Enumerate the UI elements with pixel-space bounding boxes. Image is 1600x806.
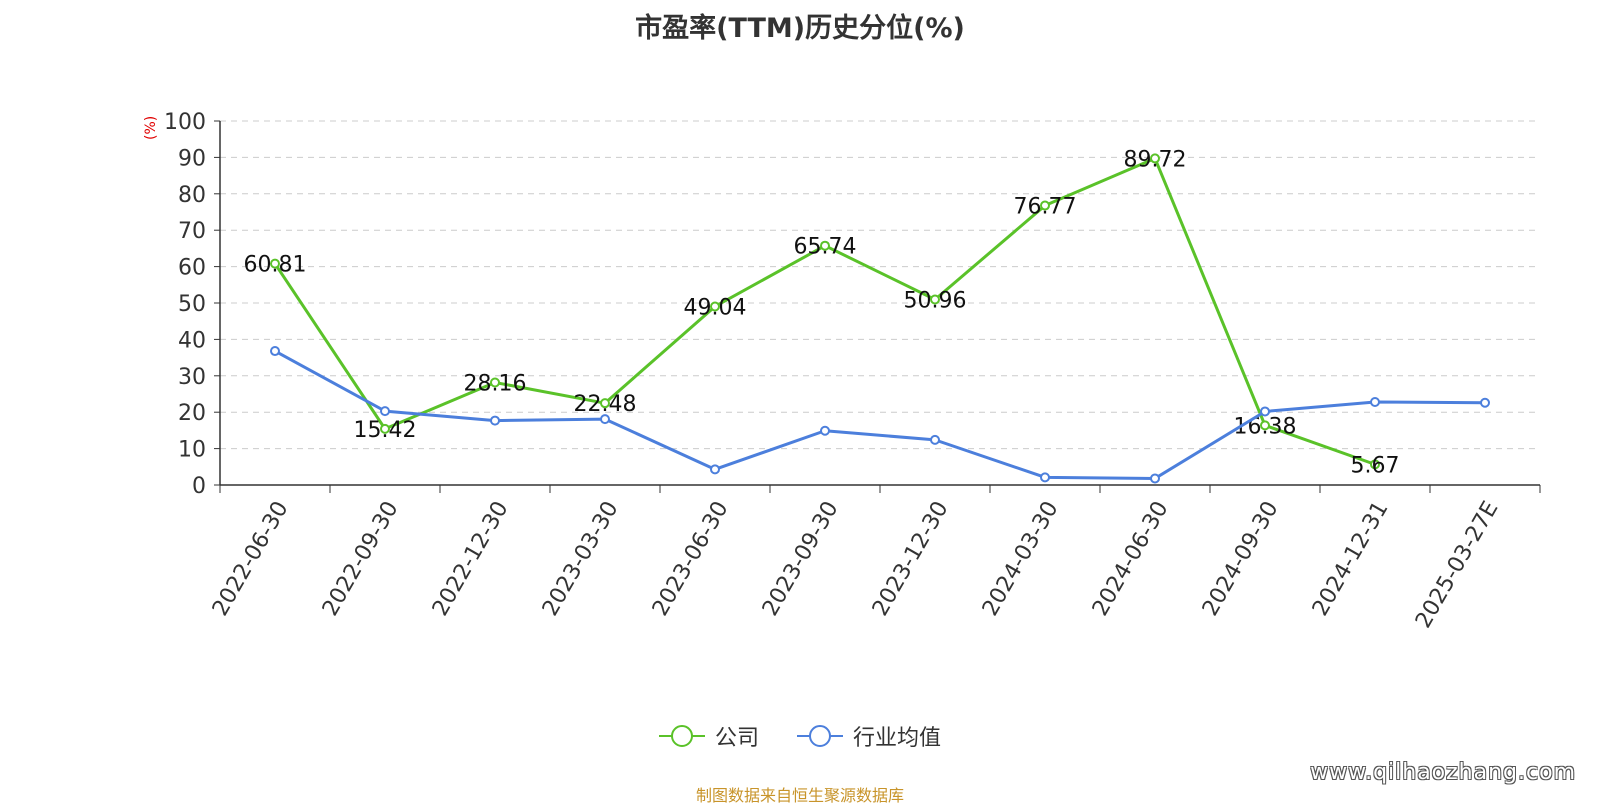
data-point	[1370, 459, 1380, 470]
legend-label: 行业均值	[853, 726, 942, 751]
data-point	[710, 301, 720, 312]
data-label: 60.81	[244, 253, 307, 278]
data-label: 22.48	[574, 392, 637, 417]
data-point	[270, 258, 280, 269]
data-point	[490, 415, 500, 426]
y-axis-unit: (%)	[143, 115, 159, 140]
data-label: 65.74	[794, 235, 857, 260]
data-point	[1260, 406, 1270, 417]
data-point	[820, 240, 830, 251]
data-point	[380, 423, 390, 434]
data-label: 16.38	[1234, 414, 1297, 439]
data-point	[1370, 397, 1380, 408]
data-point	[820, 425, 830, 436]
data-point	[1480, 397, 1490, 408]
x-tick-label: 2022-12-30	[428, 497, 514, 620]
legend-item-0[interactable]: 公司	[658, 720, 759, 752]
data-point	[930, 294, 940, 305]
data-point	[1150, 473, 1160, 484]
data-point	[930, 434, 940, 445]
data-point	[380, 406, 390, 417]
y-tick-label: 60	[178, 256, 206, 281]
watermark: www.qilhaozhang.com	[1310, 760, 1576, 785]
data-point	[1150, 153, 1160, 164]
data-point	[1040, 472, 1050, 483]
data-label: 5.67	[1351, 453, 1400, 478]
x-tick-label: 2023-06-30	[648, 497, 734, 620]
data-point	[490, 377, 500, 388]
y-tick-label: 50	[178, 292, 206, 317]
y-tick-label: 10	[178, 438, 206, 463]
y-tick-label: 70	[178, 219, 206, 244]
y-tick-label: 40	[178, 328, 206, 353]
legend-marker-icon	[797, 724, 843, 748]
y-tick-label: 100	[164, 110, 206, 135]
y-tick-label: 80	[178, 183, 206, 208]
x-tick-label: 2025-03-27E	[1411, 497, 1504, 632]
x-tick-label: 2022-09-30	[318, 497, 404, 620]
legend-item-1[interactable]: 行业均值	[797, 720, 941, 752]
legend-label: 公司	[714, 726, 759, 751]
data-label: 28.16	[464, 371, 527, 396]
data-label: 15.42	[354, 418, 417, 443]
data-label: 49.04	[684, 295, 747, 320]
y-tick-label: 0	[192, 474, 206, 499]
x-tick-label: 2024-12-31	[1308, 497, 1394, 620]
data-point	[600, 398, 610, 409]
chart-title: 市盈率(TTM)历史分位(%)	[635, 13, 965, 44]
x-tick-label: 2024-03-30	[978, 497, 1064, 620]
source-note: 制图数据来自恒生聚源数据库	[695, 786, 904, 805]
x-tick-label: 2024-09-30	[1198, 497, 1284, 620]
x-tick-label: 2023-12-30	[868, 497, 954, 620]
data-point	[1040, 200, 1050, 211]
y-tick-label: 30	[178, 365, 206, 390]
legend-marker-icon	[658, 724, 705, 748]
data-label: 89.72	[1124, 147, 1187, 172]
series-line-0	[273, 156, 1376, 466]
y-tick-label: 20	[178, 401, 206, 426]
data-point	[710, 464, 720, 475]
y-tick-label: 90	[178, 146, 206, 171]
data-label: 50.96	[904, 289, 967, 314]
data-point	[270, 346, 280, 357]
series-line-1	[274, 349, 1486, 480]
x-tick-label: 2023-03-30	[538, 497, 624, 620]
data-label: 76.77	[1014, 195, 1077, 220]
data-point	[1260, 420, 1270, 431]
x-tick-label: 2024-06-30	[1088, 497, 1174, 620]
legend: 公司 行业均值	[0, 720, 1600, 752]
x-tick-label: 2022-06-30	[208, 497, 294, 620]
line-chart: 0 10 20 30 40 50 60 70 80 90 100 2022-06-30 2022-09-…	[164, 110, 1541, 632]
data-point	[600, 414, 610, 425]
x-tick-label: 2023-09-30	[758, 497, 844, 620]
